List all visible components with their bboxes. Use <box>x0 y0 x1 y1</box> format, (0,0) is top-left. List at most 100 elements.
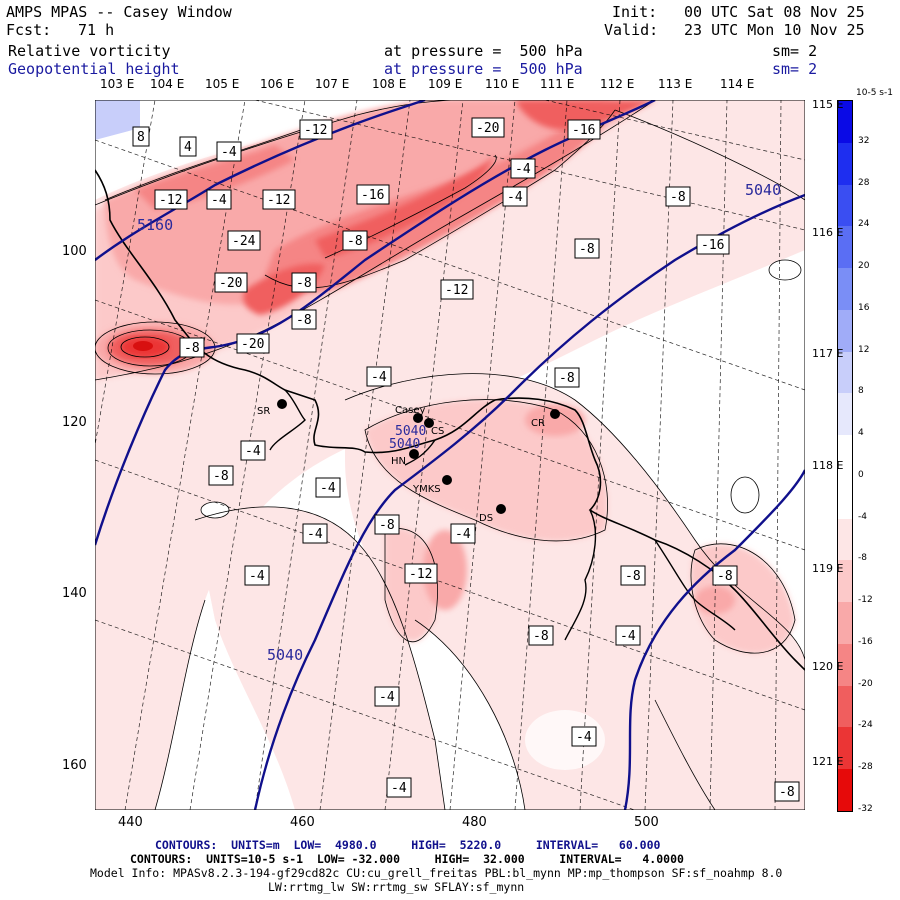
valid-label: Valid: <box>604 21 659 39</box>
station-label: Casey <box>395 405 425 416</box>
colorbar-segment <box>838 309 852 353</box>
vorticity-contour-label: -12 <box>267 193 290 208</box>
map-title: AMPS MPAS -- Casey Window <box>6 3 232 21</box>
vorticity-label-box <box>574 238 600 259</box>
height-contour-label: 5040 <box>745 181 781 199</box>
x-tick-label: 500 <box>634 815 659 830</box>
height-contour-label: 5040 <box>389 437 420 452</box>
vorticity-contour-label: -16 <box>361 188 384 203</box>
vorticity-contour-label: -16 <box>701 238 724 253</box>
colorbar-segment <box>838 142 852 185</box>
vorticity-contour-label: -8 <box>213 469 229 484</box>
vorticity-label-box <box>214 272 248 293</box>
x-tick-label: 460 <box>290 815 315 830</box>
vorticity-label-box <box>356 184 390 205</box>
vorticity-contour-label: -12 <box>445 283 468 298</box>
vorticity-contour-label: -8 <box>296 313 312 328</box>
vorticity-label-box <box>386 777 412 798</box>
vorticity-contour-label: -4 <box>455 527 471 542</box>
colorbar-label: 4 <box>858 428 864 439</box>
x-tick-label: 480 <box>462 815 487 830</box>
vorticity-label-box <box>502 186 528 207</box>
colorbar-label: 8 <box>858 386 864 397</box>
vorticity-label-box <box>227 230 261 251</box>
forecast-label: Fcst: <box>6 21 52 39</box>
y-tick-label: 160 <box>62 758 87 773</box>
vorticity-contour-label: -4 <box>221 145 237 160</box>
vorticity-label-box <box>404 563 438 584</box>
colorbar-label: 12 <box>858 344 870 355</box>
colorbar-label: -16 <box>858 636 873 647</box>
vorticity-label-box <box>216 141 242 162</box>
vorticity-label-box <box>528 625 554 646</box>
longitude-label: 114 E <box>720 77 755 91</box>
longitude-label: 103 E <box>100 77 135 91</box>
vorticity-label-box <box>291 272 317 293</box>
vorticity-label-box <box>154 189 188 210</box>
colorbar-segment <box>838 643 852 687</box>
colorbar-label: -24 <box>858 720 873 731</box>
pressure-vorticity: at pressure = 500 hPa <box>384 42 583 60</box>
colorbar <box>837 100 853 812</box>
y-tick-label: 140 <box>62 586 87 601</box>
vorticity-contour-label: -12 <box>159 193 182 208</box>
vorticity-contour-label: -24 <box>232 234 256 249</box>
vorticity-contour-label: -8 <box>625 569 641 584</box>
vorticity-label-box <box>236 333 270 354</box>
colorbar-label: -12 <box>858 595 873 606</box>
latitude-label: 120 E <box>812 660 844 673</box>
latitude-label: 116 E <box>812 226 844 239</box>
vorticity-contour-label: -8 <box>184 341 200 356</box>
vorticity-label-box <box>208 465 234 486</box>
vorticity-label-box <box>571 726 597 747</box>
vorticity-contour-label: -16 <box>572 123 595 138</box>
vorticity-contour-label: -4 <box>320 481 336 496</box>
valid-time: 23 UTC Mon 10 Nov 25 <box>684 21 865 39</box>
field-vorticity: Relative vorticity <box>8 42 171 60</box>
station-label: SR <box>257 406 270 417</box>
colorbar-segment <box>838 351 852 394</box>
vorticity-contour-label: -4 <box>576 730 592 745</box>
longitude-label: 108 E <box>372 77 407 91</box>
colorbar-segment <box>838 435 852 478</box>
pressure-geopotential: at pressure = 500 hPa <box>384 60 583 78</box>
vorticity-label-box <box>554 367 580 388</box>
vorticity-contour-label: -4 <box>515 162 531 177</box>
longitude-label: 104 E <box>150 77 185 91</box>
vorticity-contour-label: -4 <box>249 569 265 584</box>
y-tick-label: 100 <box>62 244 87 259</box>
positive-vorticity-patch <box>95 100 140 140</box>
vorticity-label-box <box>620 565 646 586</box>
vorticity-label-box <box>299 119 333 140</box>
vorticity-label-box <box>774 781 800 802</box>
footer-height-contours: CONTOURS: UNITS=m LOW= 4980.0 HIGH= 5220… <box>155 838 661 852</box>
vorticity-label-box <box>315 477 341 498</box>
latitude-label: 121 E <box>812 755 844 768</box>
station-label: HN <box>391 456 406 467</box>
vorticity-label-box <box>510 158 536 179</box>
vorticity-contour-label: -4 <box>307 527 323 542</box>
longitude-label: 111 E <box>540 77 575 91</box>
colorbar-label: 0 <box>858 469 864 480</box>
colorbar-segment <box>838 769 852 812</box>
colorbar-segment <box>838 518 852 561</box>
colorbar-segment <box>838 393 852 436</box>
coastline <box>95 169 805 671</box>
vorticity-contour-label: -8 <box>717 569 733 584</box>
vorticity-contour-label: -4 <box>371 370 387 385</box>
colorbar-segment <box>838 602 852 645</box>
latitude-label: 117 E <box>812 347 844 360</box>
vorticity-contour-label: -8 <box>779 785 795 800</box>
vorticity-contour-label: -12 <box>304 123 327 138</box>
vorticity-label-box <box>302 523 328 544</box>
vorticity-label-box <box>374 514 400 535</box>
colorbar-unit: 10-5 s-1 <box>856 88 893 98</box>
footer-vorticity-contours: CONTOURS: UNITS=10-5 s-1 LOW= -32.000 HI… <box>130 852 684 866</box>
smoothing-vorticity: sm= 2 <box>772 42 818 60</box>
latitude-label: 118 E <box>812 459 844 472</box>
longitude-label: 105 E <box>205 77 240 91</box>
longitude-label: 112 E <box>600 77 635 91</box>
footer-model-info: Model Info: MPASv8.2.3-194-gf29cd82c CU:… <box>90 866 783 880</box>
vorticity-label-box <box>206 189 232 210</box>
colorbar-label: -20 <box>858 678 873 689</box>
